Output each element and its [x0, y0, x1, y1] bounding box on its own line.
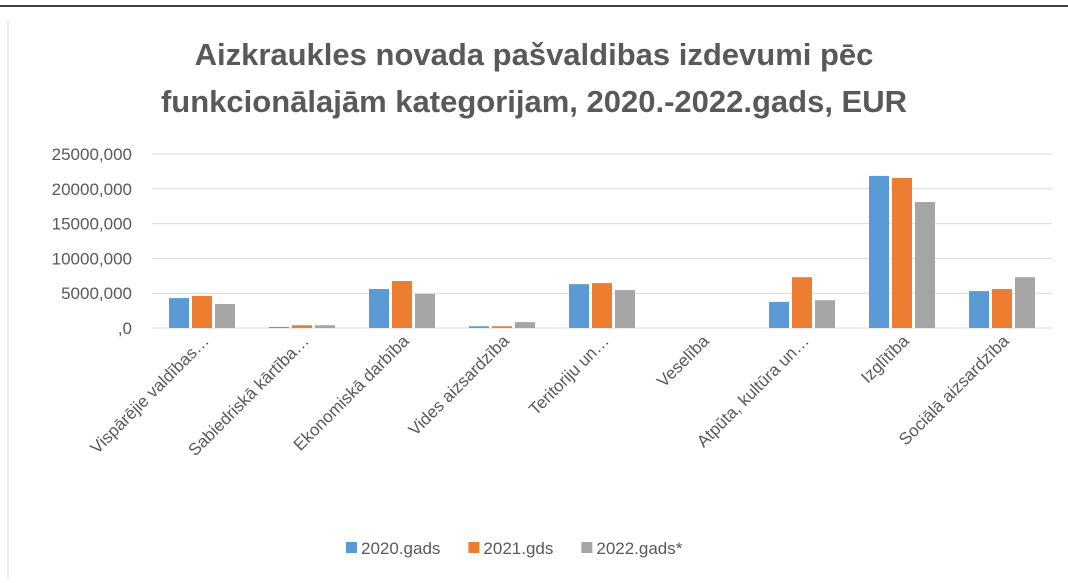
bar	[792, 277, 812, 328]
legend-swatch	[346, 542, 357, 553]
legend-label: 2020.gads	[361, 539, 440, 558]
y-tick-label: 20000,000	[52, 180, 132, 199]
legend-label: 2021.gds	[483, 539, 553, 558]
bar	[915, 202, 935, 328]
bar	[169, 298, 189, 328]
chart-title: Aizkraukles novada pašvaldibas izdevumi …	[195, 37, 874, 72]
bar	[1015, 277, 1035, 328]
y-tick-label: 15000,000	[52, 215, 132, 234]
bar	[892, 178, 912, 328]
bar	[215, 303, 235, 328]
bar	[469, 326, 489, 328]
legend-swatch	[468, 542, 480, 553]
bar	[292, 325, 312, 328]
bar	[415, 293, 435, 328]
bar	[769, 301, 789, 328]
bar	[569, 284, 589, 328]
legend-swatch	[581, 542, 593, 553]
chart-title: funkcionālajām kategorijam, 2020.-2022.g…	[161, 84, 907, 119]
bar	[192, 295, 212, 328]
bar	[369, 289, 389, 328]
bar	[815, 300, 835, 328]
y-tick-label: ,0	[118, 319, 132, 338]
y-tick-label: 10000,000	[52, 249, 132, 268]
bar	[992, 289, 1012, 328]
y-tick-label: 5000,000	[61, 284, 132, 303]
bar	[592, 283, 612, 328]
bar	[969, 291, 989, 328]
bar	[269, 326, 289, 328]
legend-label: 2022.gads*	[596, 539, 682, 558]
bar	[515, 322, 535, 328]
bar	[315, 325, 335, 328]
bar	[615, 290, 635, 328]
bar	[869, 175, 889, 328]
bar	[392, 281, 412, 328]
y-tick-label: 25000,000	[52, 145, 132, 164]
bar	[492, 326, 512, 328]
